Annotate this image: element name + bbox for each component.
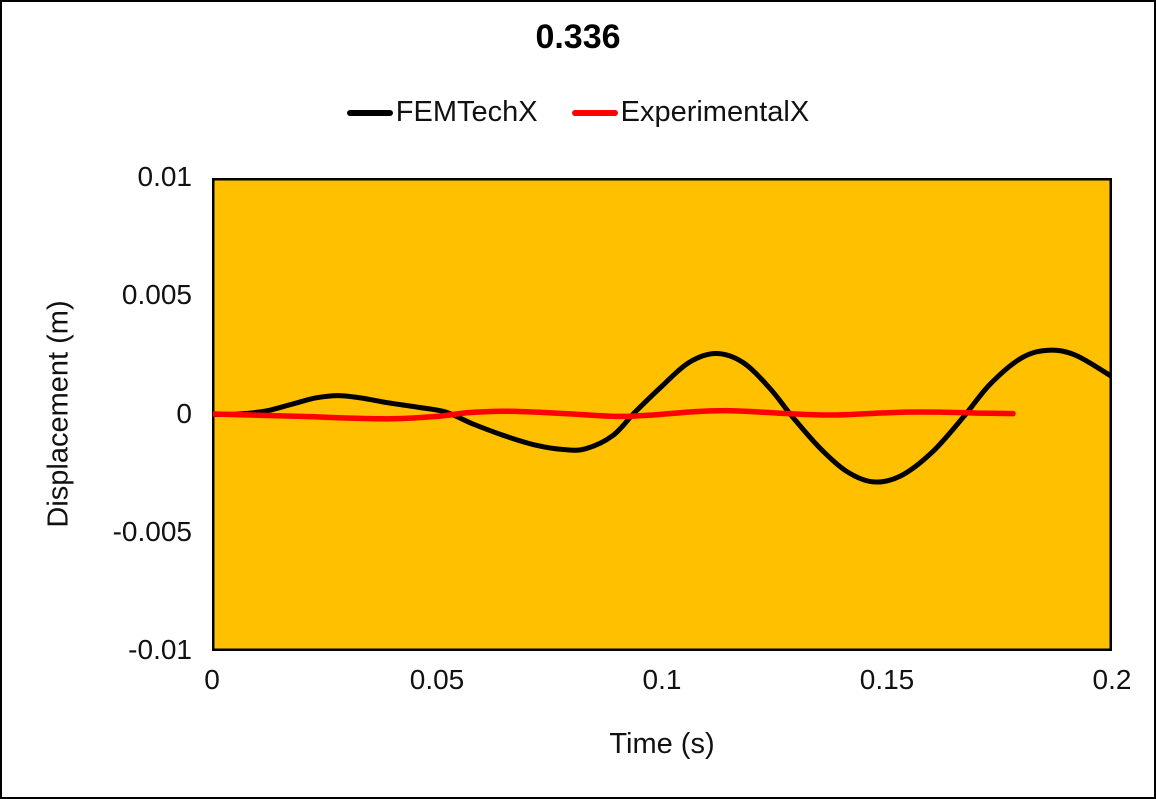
femtechx-line-swatch-icon [346,109,393,116]
x-axis-title: Time (s) [609,728,715,760]
experimentalx-line-swatch-icon [571,109,618,116]
y-tick-label: 0 [176,397,192,429]
x-tick-label: 0.2 [1092,664,1132,695]
y-tick-label: 0.005 [121,279,192,311]
legend-label-femtechx: FEMTechX [395,96,538,128]
chart-title: 0.336 [535,18,621,56]
experimentalx-series-line [213,407,1016,422]
x-tick-label: 0.15 [859,664,915,695]
y-tick-label: 0.01 [137,161,193,192]
y-tick-label: -0.01 [128,634,192,665]
femtechx-series-line [213,347,1111,485]
chart-legend: FEMTechX ExperimentalX [2,96,1154,129]
y-tick-label: -0.005 [112,515,192,547]
x-tick-label: 0.05 [409,664,465,695]
legend-item-femtechx: FEMTechX [346,96,538,129]
legend-label-experimentalx: ExperimentalX [620,96,810,128]
x-tick-label: 0 [204,664,220,695]
x-tick-label: 0.1 [642,664,682,695]
legend-item-experimentalx: ExperimentalX [571,96,810,129]
